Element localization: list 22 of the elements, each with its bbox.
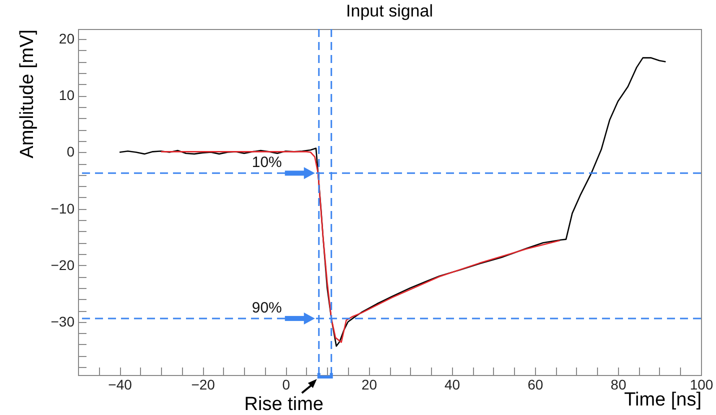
x-tick-label: 100 <box>690 376 714 392</box>
x-axis-title: Time [ns] <box>624 390 702 410</box>
y-axis-title: Amplitude [mV] <box>16 30 38 158</box>
line-series <box>160 151 560 343</box>
y-tick-label: −10 <box>50 200 75 216</box>
y-tick-label: 20 <box>58 30 75 47</box>
y-tick-label: 0 <box>66 144 75 160</box>
x-tick-label: 40 <box>444 376 460 392</box>
x-tick-label: 20 <box>361 376 378 392</box>
y-tick-label: 10 <box>58 87 75 104</box>
x-tick-label: 60 <box>528 376 544 392</box>
x-tick-label: −20 <box>191 376 216 392</box>
chart-title: Input signal <box>346 1 433 20</box>
y-tick-label: −30 <box>50 313 75 330</box>
annotation: 10% <box>252 154 282 172</box>
line-series <box>118 57 666 347</box>
x-tick-label: −40 <box>108 376 132 392</box>
annotation: 90% <box>252 299 282 316</box>
y-tick-label: −20 <box>50 256 75 273</box>
text: Rise time <box>244 394 324 415</box>
x-tick-label: 80 <box>610 376 626 392</box>
x-tick-label: 0 <box>282 376 290 392</box>
